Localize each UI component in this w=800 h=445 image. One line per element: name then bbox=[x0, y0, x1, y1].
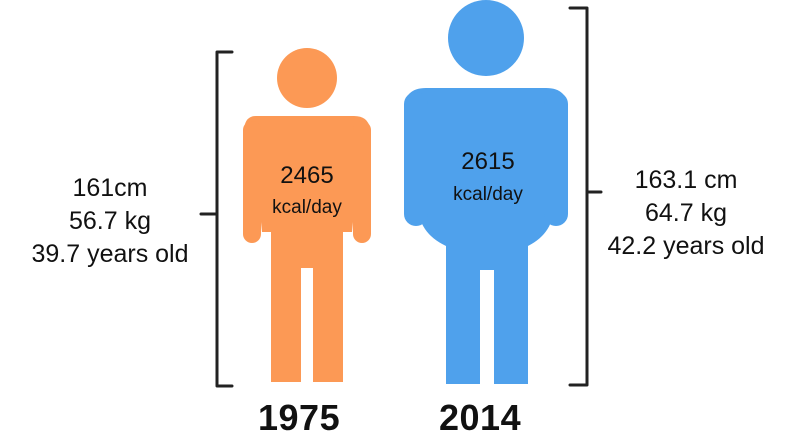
weight-2014: 64.7 kg bbox=[644, 199, 727, 227]
height-2014: 163.1 cm bbox=[634, 166, 738, 194]
age-1975: 39.7 years old bbox=[31, 240, 189, 268]
weight-1975: 56.7 kg bbox=[68, 207, 151, 235]
year-label-2014: 2014 bbox=[439, 397, 522, 438]
kcal-unit-1975: kcal/day bbox=[272, 197, 342, 218]
person-icon bbox=[243, 48, 371, 382]
kcal-value-2014: 2615 bbox=[461, 148, 515, 175]
right-bracket bbox=[568, 6, 603, 387]
year-label-1975: 1975 bbox=[258, 397, 341, 438]
kcal-value-1975: 2465 bbox=[280, 162, 334, 189]
person-icon bbox=[404, 0, 568, 384]
age-2014: 42.2 years old bbox=[607, 232, 765, 260]
height-1975: 161cm bbox=[72, 174, 148, 202]
left-bracket bbox=[199, 50, 234, 388]
kcal-unit-2014: kcal/day bbox=[453, 184, 523, 205]
